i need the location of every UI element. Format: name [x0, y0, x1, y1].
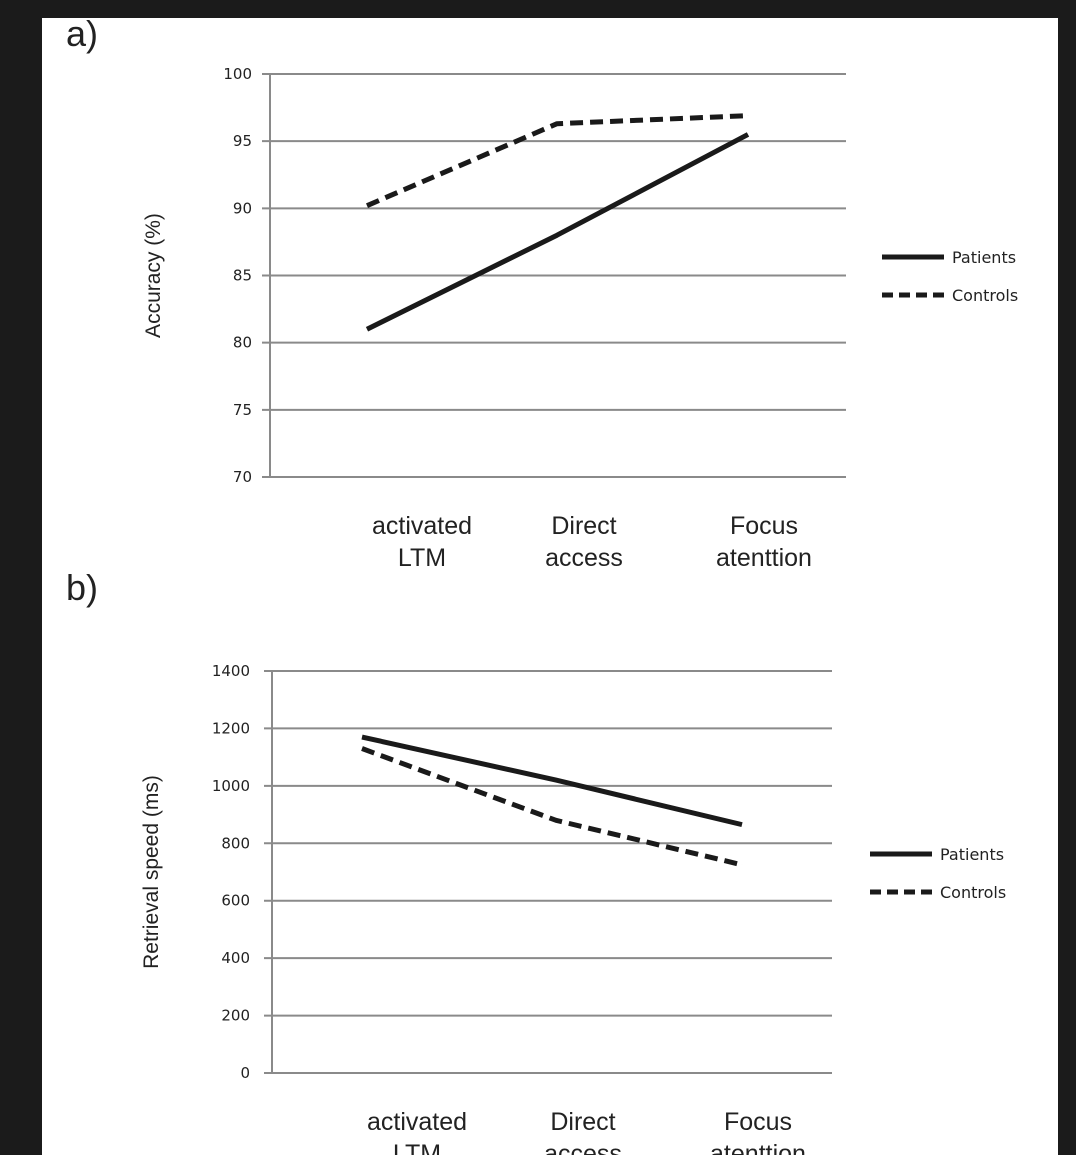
y-axis-label: Retrieval speed (ms)	[140, 775, 163, 969]
y-tick-label: 400	[221, 949, 250, 967]
x-tick-label: Focus	[724, 1108, 792, 1136]
y-tick-label: 800	[221, 834, 250, 852]
y-tick-label: 75	[233, 401, 252, 419]
accuracy-chart: 70 75 80 85 90 95 100 Accuracy (%) activated LTM D…	[142, 65, 1018, 572]
x-tick-label: activated	[372, 512, 472, 540]
series-line-patients	[361, 734, 743, 828]
x-tick-label: Direct	[551, 512, 616, 540]
x-tick-label: atenttion	[716, 544, 812, 572]
panel-label-a: a)	[66, 13, 98, 54]
legend-label: Controls	[940, 883, 1006, 902]
y-tick-label: 1400	[212, 662, 250, 680]
series-line-patients	[365, 132, 750, 332]
x-tick-label: Focus	[730, 512, 798, 540]
y-tick-label: 1000	[212, 777, 250, 795]
legend-label: Patients	[940, 845, 1004, 864]
panel-label-b: b)	[66, 567, 98, 608]
y-tick-label: 200	[221, 1007, 250, 1025]
x-tick-label: Direct	[550, 1108, 615, 1136]
y-tick-label: 95	[233, 132, 252, 150]
x-tick-label: access	[544, 1140, 622, 1155]
series-line-controls	[361, 746, 743, 868]
y-tick-label: 80	[233, 334, 252, 352]
x-tick-label: LTM	[393, 1140, 441, 1155]
legend-label: Controls	[952, 286, 1018, 305]
y-tick-label: 70	[233, 468, 252, 486]
y-tick-label: 90	[233, 199, 252, 217]
y-tick-label: 1200	[212, 719, 250, 737]
x-tick-label: LTM	[398, 544, 446, 572]
y-tick-label: 85	[233, 267, 252, 285]
x-tick-label: activated	[367, 1108, 467, 1136]
x-tick-label: atenttion	[710, 1140, 806, 1155]
y-tick-label: 100	[223, 65, 252, 83]
x-tick-label: access	[545, 544, 623, 572]
legend-label: Patients	[952, 248, 1016, 267]
y-tick-label: 600	[221, 892, 250, 910]
y-tick-label: 0	[240, 1064, 250, 1082]
y-axis-label: Accuracy (%)	[142, 213, 165, 338]
series-line-controls	[366, 113, 749, 208]
retrieval-speed-chart: 0 200 400 600 800 1000 1200 1400 Retrieval speed…	[140, 662, 1006, 1155]
